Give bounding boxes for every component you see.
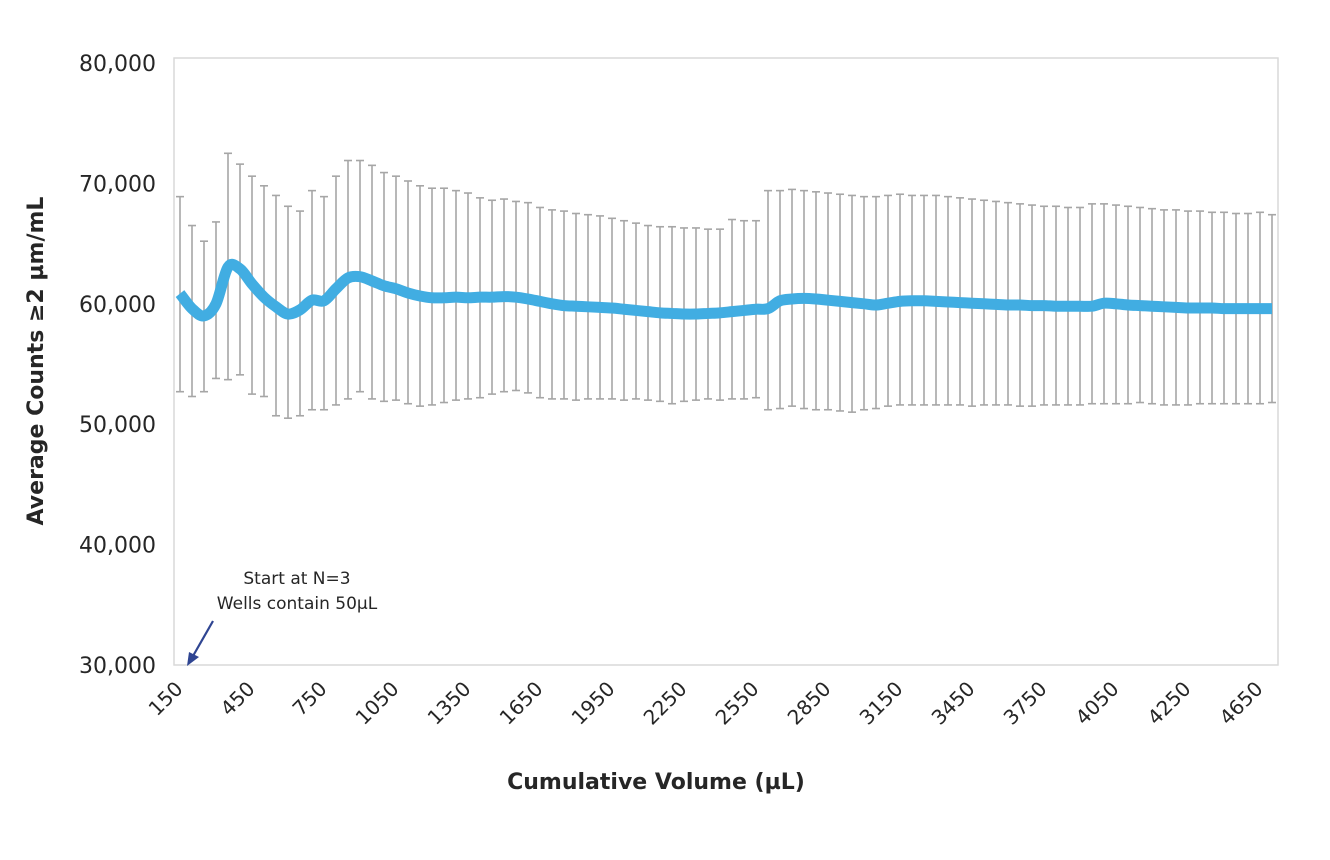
error-bar — [764, 189, 772, 411]
y-axis-ticks: 30,000 40,000 50,000 60,000 70,000 80,000 — [79, 52, 156, 679]
x-tick-label: 750 — [288, 677, 332, 721]
y-tick-label: 60,000 — [79, 293, 156, 318]
annotation: Start at N=3 Wells contain 50µL — [187, 569, 378, 666]
series-line-average-counts — [175, 258, 1272, 322]
x-tick-label: 4050 — [1071, 677, 1124, 730]
annotation-arrow — [192, 620, 214, 657]
x-tick-label: 3750 — [999, 677, 1052, 730]
x-tick-label: 2850 — [783, 677, 836, 730]
x-tick-label: 1950 — [567, 677, 620, 730]
x-tick-label: 3450 — [927, 677, 980, 730]
y-tick-label: 70,000 — [79, 172, 156, 197]
y-axis-title: Average Counts ≥2 µm/mL — [24, 197, 49, 526]
plot-area-border — [173, 57, 1279, 666]
x-axis-title: Cumulative Volume (µL) — [507, 770, 805, 795]
x-tick-label: 1050 — [351, 677, 404, 730]
x-tick-label: 2550 — [711, 677, 764, 730]
x-tick-label: 4250 — [1143, 677, 1196, 730]
x-tick-label: 1350 — [423, 677, 476, 730]
y-tick-label: 50,000 — [79, 413, 156, 438]
x-tick-label: 4650 — [1215, 677, 1268, 730]
x-tick-label: 3150 — [855, 677, 908, 730]
x-tick-label: 150 — [144, 677, 188, 721]
annotation-arrow-head — [187, 652, 199, 666]
x-axis-ticks: 150 450 750 1050 1350 1650 1950 2250 2550 2850 315… — [144, 677, 1268, 730]
x-tick-label: 1650 — [495, 677, 548, 730]
y-tick-label: 30,000 — [79, 654, 156, 679]
x-tick-label: 450 — [216, 677, 260, 721]
y-tick-label: 40,000 — [79, 534, 156, 559]
y-tick-label: 80,000 — [79, 52, 156, 77]
annotation-line-2: Wells contain 50µL — [217, 594, 378, 614]
annotation-line-1: Start at N=3 — [243, 569, 350, 589]
x-tick-label: 2250 — [639, 677, 692, 730]
